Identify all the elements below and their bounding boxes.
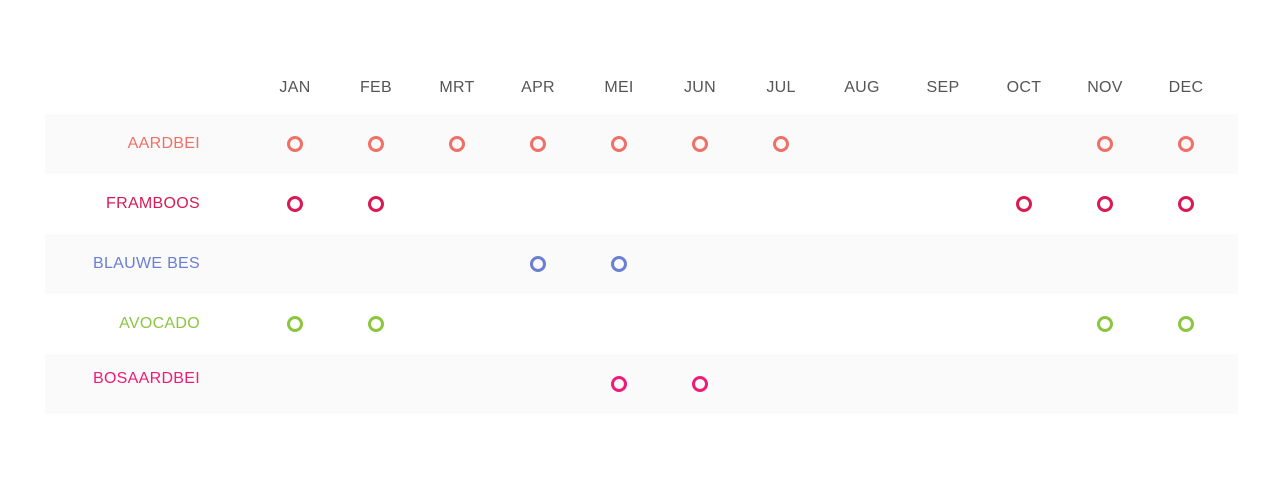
month-header-nov: NOV	[1087, 79, 1123, 96]
season-circle-icon	[611, 136, 627, 152]
month-cell	[1065, 316, 1146, 332]
season-circle-icon	[611, 256, 627, 272]
month-header-mei: MEI	[604, 79, 634, 96]
season-circle-icon	[773, 136, 789, 152]
fruit-label: BLAUWE BES	[92, 255, 200, 272]
month-cell	[336, 316, 417, 332]
month-cell	[741, 136, 822, 152]
month-cell	[579, 136, 660, 152]
season-calendar: JAN FEB MRT APR MEI JUN JUL AUG SEP OCT NOV DEC AAR…	[45, 70, 1238, 414]
season-circle-icon	[287, 196, 303, 212]
fruit-label: AVOCADO	[119, 315, 200, 332]
month-cell	[1146, 196, 1227, 212]
month-cell	[336, 136, 417, 152]
season-circle-icon	[449, 136, 465, 152]
month-header-mrt: MRT	[439, 79, 475, 96]
month-header-jan: JAN	[279, 79, 311, 96]
fruit-label: FRAMBOOS	[106, 195, 200, 212]
season-circle-icon	[368, 316, 384, 332]
month-header-dec: DEC	[1168, 79, 1204, 96]
season-circle-icon	[1097, 136, 1113, 152]
season-circle-icon	[692, 376, 708, 392]
season-circle-icon	[368, 196, 384, 212]
month-cell	[336, 196, 417, 212]
season-circle-icon	[287, 316, 303, 332]
season-circle-icon	[611, 376, 627, 392]
month-cell	[660, 376, 741, 392]
month-header-jul: JUL	[766, 79, 796, 96]
season-circle-icon	[1178, 136, 1194, 152]
month-cell	[417, 136, 498, 152]
month-cell	[255, 136, 336, 152]
month-cell	[1146, 136, 1227, 152]
month-cell	[1146, 316, 1227, 332]
season-circle-icon	[1178, 196, 1194, 212]
table-row: BLAUWE BES	[45, 234, 1238, 294]
table-row: AARDBEI	[45, 114, 1238, 174]
season-circle-icon	[530, 256, 546, 272]
season-circle-icon	[1016, 196, 1032, 212]
month-cell	[1065, 196, 1146, 212]
month-header-sep: SEP	[926, 79, 960, 96]
season-circle-icon	[287, 136, 303, 152]
season-circle-icon	[692, 136, 708, 152]
month-cell	[498, 256, 579, 272]
season-circle-icon	[1097, 196, 1113, 212]
month-header-row: JAN FEB MRT APR MEI JUN JUL AUG SEP OCT NOV DEC	[45, 70, 1238, 106]
month-header-jun: JUN	[683, 79, 716, 96]
month-cell	[984, 196, 1065, 212]
season-circle-icon	[530, 136, 546, 152]
month-cell	[579, 256, 660, 272]
month-header-feb: FEB	[359, 79, 393, 96]
month-header-oct: OCT	[1006, 79, 1042, 96]
month-cell	[660, 136, 741, 152]
month-cell	[255, 316, 336, 332]
table-row: FRAMBOOS	[45, 174, 1238, 234]
season-circle-icon	[1097, 316, 1113, 332]
season-circle-icon	[1178, 316, 1194, 332]
season-circle-icon	[368, 136, 384, 152]
month-cell	[579, 376, 660, 392]
table-row: AVOCADO	[45, 294, 1238, 354]
month-cell	[498, 136, 579, 152]
month-cell	[255, 196, 336, 212]
table-row: BOSAARDBEI	[45, 354, 1238, 414]
fruit-label: AARDBEI	[127, 135, 200, 152]
month-header-aug: AUG	[844, 79, 880, 96]
month-header-apr: APR	[521, 79, 555, 96]
fruit-label: BOSAARDBEI	[92, 370, 200, 387]
month-cell	[1065, 136, 1146, 152]
